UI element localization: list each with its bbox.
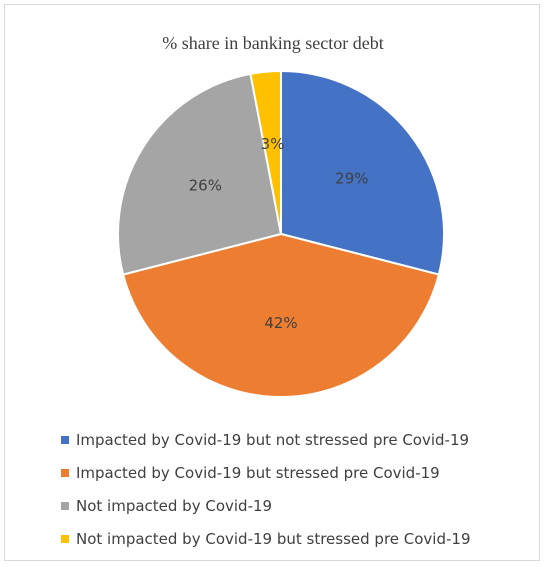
data-label: 29% xyxy=(335,170,368,188)
legend-item: Impacted by Covid-19 but not stressed pr… xyxy=(61,423,471,456)
data-label: 3% xyxy=(261,135,285,153)
legend-item: Not impacted by Covid-19 xyxy=(61,489,471,522)
pie-chart: 29% 42% 26% 3% xyxy=(117,69,445,398)
legend-label: Not impacted by Covid-19 but stressed pr… xyxy=(76,529,471,548)
pie-slice xyxy=(117,72,283,276)
legend-label: Not impacted by Covid-19 xyxy=(76,496,273,515)
chart-title: % share in banking sector debt xyxy=(162,33,384,53)
pie-slice xyxy=(249,69,282,235)
data-label: 42% xyxy=(264,314,297,332)
legend-swatch xyxy=(61,435,69,444)
pie-slice xyxy=(121,232,441,398)
data-label: 26% xyxy=(189,176,222,194)
legend-label: Impacted by Covid-19 but stressed pre Co… xyxy=(76,463,440,482)
pie-slice xyxy=(280,69,445,276)
legend-swatch xyxy=(61,468,69,477)
legend: Impacted by Covid-19 but not stressed pr… xyxy=(61,423,471,555)
legend-swatch xyxy=(61,534,69,543)
chart-area: % share in banking sector debt 29% 42% 26%… xyxy=(4,4,540,561)
legend-swatch xyxy=(61,501,69,510)
legend-label: Impacted by Covid-19 but not stressed pr… xyxy=(76,430,470,449)
legend-item: Impacted by Covid-19 but stressed pre Co… xyxy=(61,456,471,489)
legend-item: Not impacted by Covid-19 but stressed pr… xyxy=(61,522,471,555)
